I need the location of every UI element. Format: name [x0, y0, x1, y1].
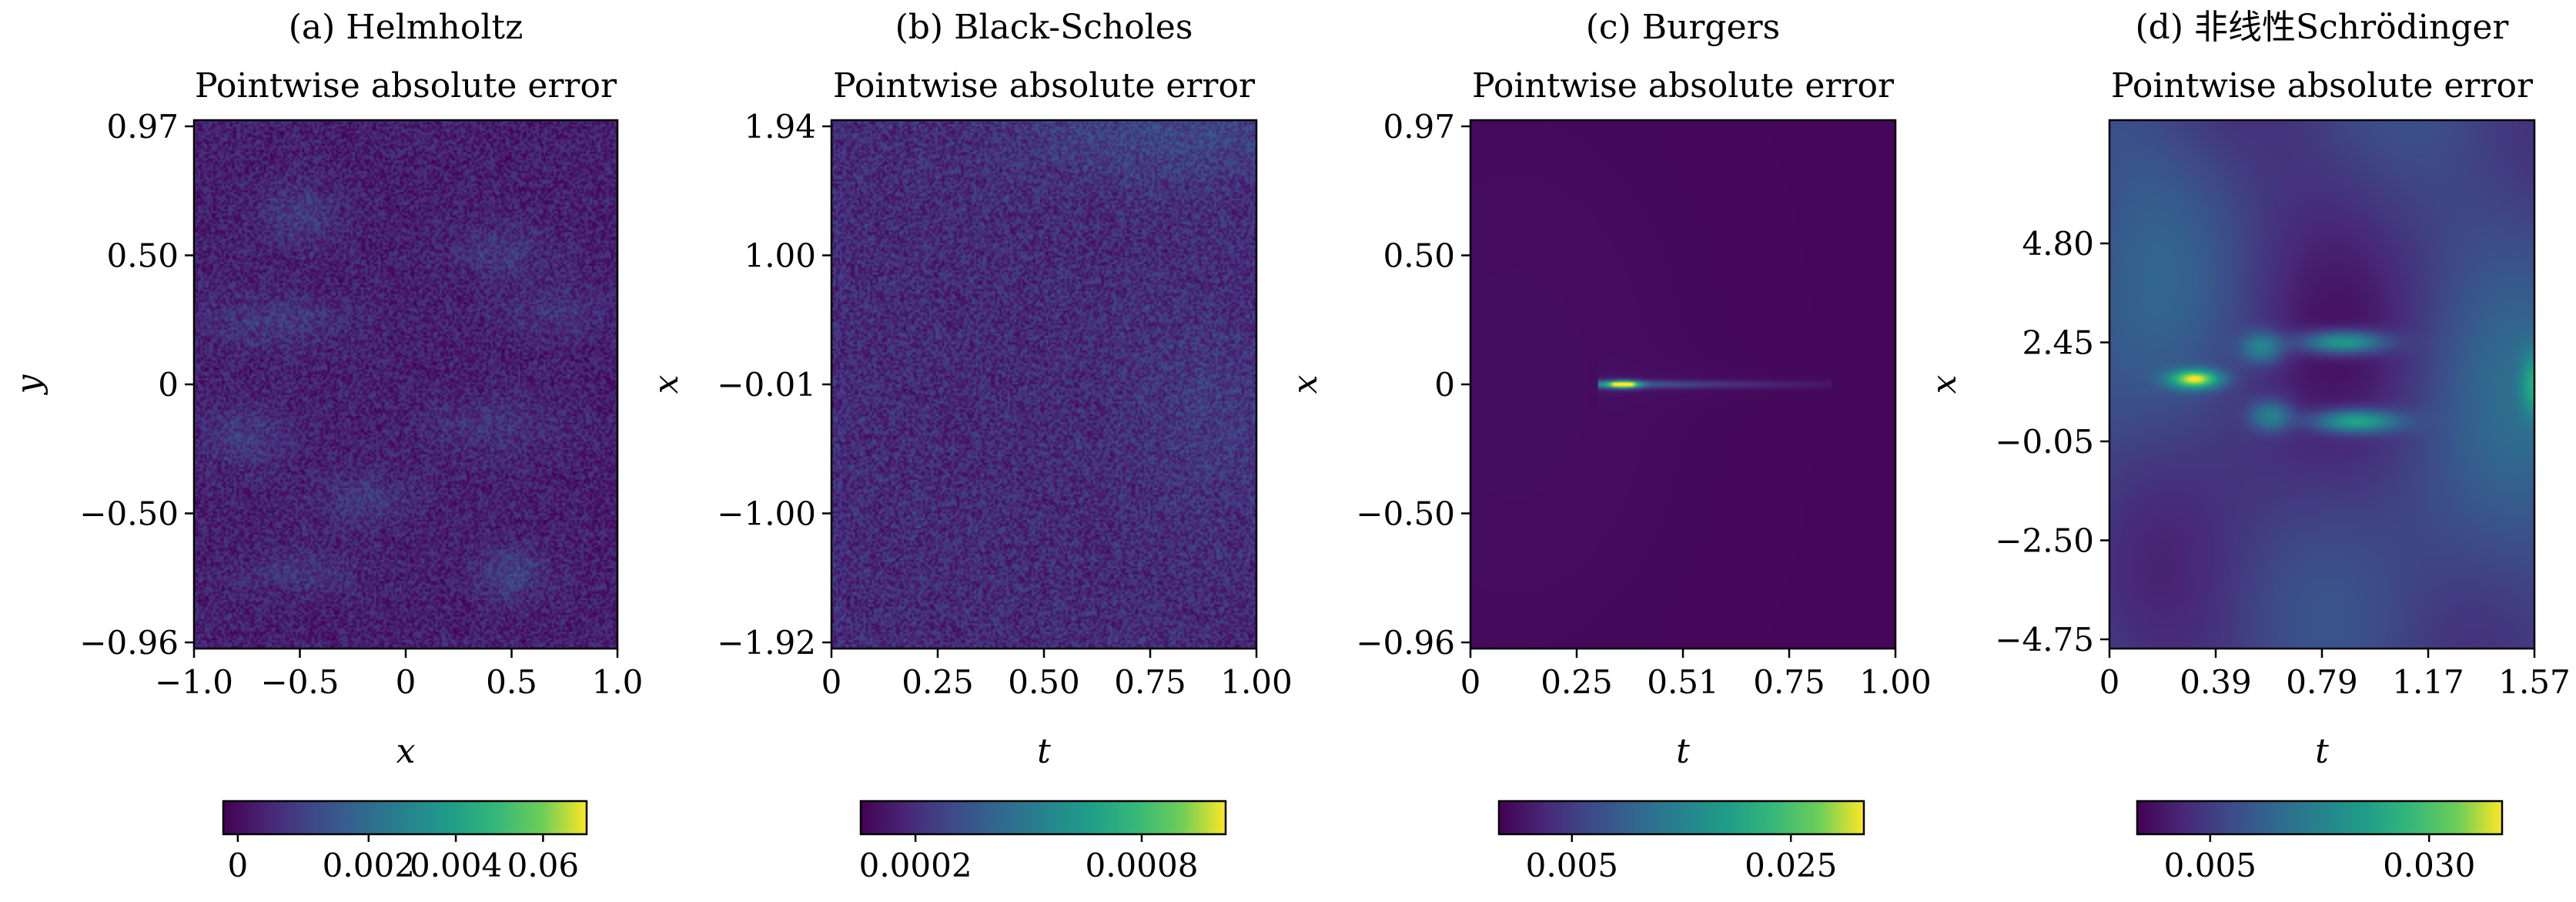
- y-axis-label: y: [9, 374, 49, 395]
- heatmap-image: [831, 120, 1256, 649]
- x-tick-label: 0: [821, 663, 842, 701]
- panel-4: (d) 非线性Schrödinger Pointwise absolute err…: [1925, 8, 2571, 884]
- y-tick-label: −1.00: [717, 495, 816, 533]
- x-tick-label: 0.50: [1008, 663, 1080, 701]
- colorbar: [1497, 800, 1865, 836]
- colorbar-tick-label: 0.030: [2383, 847, 2475, 884]
- x-tick-label: 0.79: [2286, 663, 2358, 701]
- x-tick-label: 0.51: [1647, 663, 1719, 701]
- y-tick-label: −0.01: [717, 366, 816, 404]
- y-axis-label: x: [647, 374, 686, 394]
- y-tick-label: 0.50: [106, 237, 179, 275]
- y-tick-label: −2.50: [1995, 522, 2094, 560]
- colorbar-tick-label: 0.005: [1526, 847, 1618, 884]
- chart-title: (c) Burgers: [1586, 8, 1780, 47]
- colorbar-tick-label: 0.025: [1745, 847, 1837, 884]
- chart-subtitle: Pointwise absolute error: [1472, 66, 1895, 106]
- colorbar-tick-label: 0: [228, 847, 249, 884]
- heatmap-image: [2109, 120, 2534, 649]
- panel-1: (a) Helmholtz Pointwise absolute error −1.…: [9, 8, 643, 884]
- y-tick-label: −0.96: [1356, 624, 1455, 662]
- y-tick-label: 1.00: [744, 237, 816, 275]
- colorbar-tick-label: 0.004: [410, 847, 502, 884]
- chart-subtitle: Pointwise absolute error: [195, 66, 617, 106]
- heatmap-image: [194, 120, 617, 649]
- x-tick-label: −0.5: [261, 663, 340, 701]
- x-tick-label: 1.17: [2392, 663, 2464, 701]
- x-axis-label: t: [2315, 732, 2329, 771]
- colorbar: [2136, 800, 2504, 836]
- x-tick-label: −1.0: [155, 663, 233, 701]
- x-tick-label: 0: [1460, 663, 1481, 701]
- y-tick-label: −0.50: [1356, 495, 1455, 533]
- colorbar-tick-label: 0.005: [2164, 847, 2257, 884]
- y-tick-label: 2.45: [2022, 324, 2094, 362]
- x-tick-label: 1.57: [2498, 663, 2571, 701]
- colorbar: [859, 800, 1227, 836]
- x-axis-label: t: [1037, 732, 1051, 771]
- panel-3: (c) Burgers Pointwise absolute error 0 0.25…: [1286, 8, 1932, 884]
- x-axis-label: x: [396, 732, 416, 771]
- x-tick-label: 1.00: [1859, 663, 1932, 701]
- colorbar-tick-label: 0.0008: [1085, 847, 1198, 884]
- x-tick-label: 0.75: [1753, 663, 1825, 701]
- chart-title: (d) 非线性Schrödinger: [2136, 8, 2510, 47]
- y-tick-label: 0: [158, 366, 179, 404]
- x-tick-label: 0: [2099, 663, 2120, 701]
- y-tick-label: −4.75: [1995, 621, 2094, 659]
- y-tick-label: −0.05: [1995, 423, 2094, 461]
- x-tick-label: 0.75: [1114, 663, 1186, 701]
- colorbar-tick-label: 0.002: [323, 847, 415, 884]
- y-tick-label: 0.97: [1383, 108, 1455, 146]
- y-tick-label: 0.50: [1383, 237, 1455, 275]
- x-tick-label: 0: [396, 663, 417, 701]
- colorbar: [222, 800, 588, 836]
- x-tick-label: 0.25: [1541, 663, 1613, 701]
- y-tick-label: 4.80: [2022, 225, 2094, 263]
- y-tick-label: 0: [1434, 366, 1455, 404]
- y-tick-label: −1.92: [717, 624, 816, 662]
- colorbar-tick-label: 0.06: [507, 847, 580, 884]
- chart-title: (a) Helmholtz: [289, 8, 524, 47]
- y-axis-label: x: [1286, 374, 1325, 394]
- chart-subtitle: Pointwise absolute error: [2111, 66, 2534, 106]
- y-tick-label: −0.96: [79, 624, 179, 662]
- panel-2: (b) Black-Scholes Pointwise absolute erro…: [647, 8, 1293, 884]
- y-axis-label: x: [1925, 374, 1964, 394]
- heatmap-image: [1470, 120, 1895, 649]
- x-tick-label: 0.25: [902, 663, 974, 701]
- x-axis-label: t: [1676, 732, 1690, 771]
- x-tick-label: 1.00: [1220, 663, 1293, 701]
- x-tick-label: 0.39: [2180, 663, 2252, 701]
- x-tick-label: 1.0: [592, 663, 644, 701]
- colorbar-tick-label: 0.0002: [859, 847, 972, 884]
- y-tick-label: 0.97: [106, 108, 179, 146]
- x-tick-label: 0.5: [486, 663, 537, 701]
- chart-title: (b) Black-Scholes: [895, 8, 1193, 47]
- y-tick-label: −0.50: [79, 495, 179, 533]
- chart-subtitle: Pointwise absolute error: [833, 66, 1256, 106]
- y-tick-label: 1.94: [744, 108, 816, 146]
